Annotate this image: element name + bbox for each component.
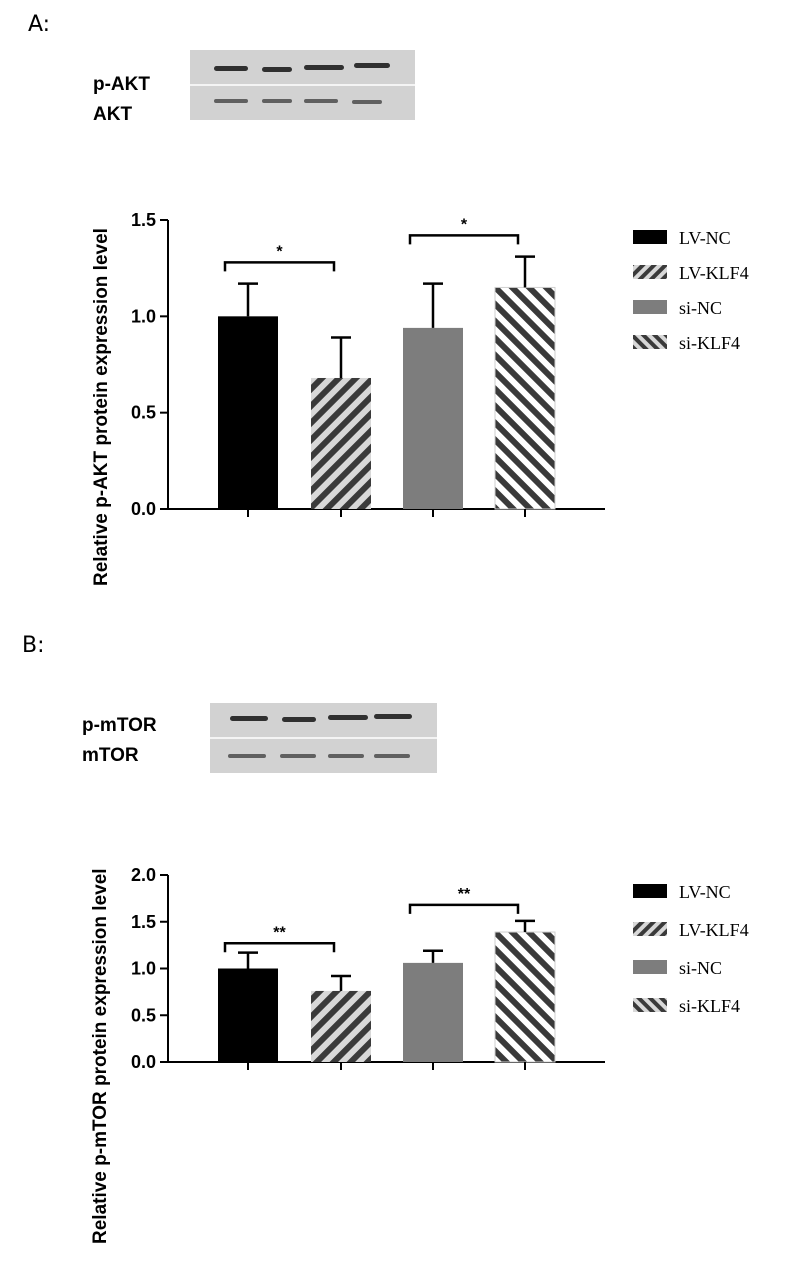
band bbox=[280, 754, 316, 758]
bar bbox=[494, 286, 556, 510]
band bbox=[374, 754, 410, 758]
y-tick-label: 1.5 bbox=[131, 912, 156, 932]
y-tick-label: 0.5 bbox=[131, 1005, 156, 1025]
band bbox=[354, 63, 390, 68]
bar bbox=[218, 316, 278, 509]
legend-swatch bbox=[633, 265, 667, 279]
y-tick-label: 0.0 bbox=[131, 1052, 156, 1072]
y-tick-label: 0.0 bbox=[131, 499, 156, 519]
band bbox=[262, 99, 292, 103]
band bbox=[214, 66, 248, 71]
y-tick-label: 0.5 bbox=[131, 403, 156, 423]
legend-swatch bbox=[633, 998, 667, 1012]
significance-label: ** bbox=[458, 886, 471, 903]
western-blot-a bbox=[190, 50, 415, 120]
band bbox=[304, 65, 344, 70]
legend-swatch bbox=[633, 335, 667, 349]
bar-chart-a: 0.0 0.5 1.0 1.5 * * LV-NC LV-KLF4 si-NC si-KLF4 bbox=[131, 210, 749, 519]
significance-label: * bbox=[461, 216, 468, 233]
bar bbox=[311, 377, 371, 509]
legend-label: si-NC bbox=[679, 298, 722, 318]
blot-separator bbox=[210, 737, 437, 739]
panel-a-label: A: bbox=[28, 12, 51, 37]
blot-label-p-akt: p-AKT bbox=[93, 74, 150, 95]
significance-bracket bbox=[408, 234, 520, 245]
bar bbox=[494, 931, 556, 1063]
legend-label: LV-KLF4 bbox=[679, 920, 749, 940]
legend-swatch bbox=[633, 884, 667, 898]
blot-label-mtor: mTOR bbox=[82, 745, 139, 766]
legend-label: LV-KLF4 bbox=[679, 263, 749, 283]
significance-label: ** bbox=[273, 924, 286, 941]
band bbox=[282, 717, 316, 722]
band bbox=[352, 100, 382, 104]
blot-separator bbox=[190, 84, 415, 86]
legend-swatch bbox=[633, 960, 667, 974]
significance-label: * bbox=[276, 243, 283, 260]
band bbox=[304, 99, 338, 103]
y-tick-label: 1.0 bbox=[131, 306, 156, 326]
y-tick-label: 1.5 bbox=[131, 210, 156, 230]
legend-label: si-NC bbox=[679, 958, 722, 978]
band bbox=[214, 99, 248, 103]
significance-bracket bbox=[223, 261, 336, 272]
band bbox=[230, 716, 268, 721]
western-blot-b bbox=[210, 703, 437, 773]
band bbox=[328, 754, 364, 758]
band bbox=[374, 714, 412, 719]
legend-swatch bbox=[633, 922, 667, 936]
y-tick-label: 2.0 bbox=[131, 865, 156, 885]
legend-label: si-KLF4 bbox=[679, 333, 740, 353]
legend-label: LV-NC bbox=[679, 228, 731, 248]
bar-chart-b: 0.0 0.5 1.0 1.5 2.0 ** ** LV-NC LV-KLF4 si-NC si-K… bbox=[131, 865, 749, 1072]
band bbox=[328, 715, 368, 720]
bar bbox=[311, 990, 371, 1062]
legend-swatch bbox=[633, 300, 667, 314]
blot-label-akt: AKT bbox=[93, 104, 133, 125]
band bbox=[228, 754, 266, 758]
legend-swatch bbox=[633, 230, 667, 244]
significance-bracket bbox=[223, 942, 336, 953]
band bbox=[262, 67, 292, 72]
bar bbox=[218, 968, 278, 1062]
blot-label-p-mtor: p-mTOR bbox=[82, 715, 157, 736]
legend-label: si-KLF4 bbox=[679, 996, 740, 1016]
y-tick-label: 1.0 bbox=[131, 959, 156, 979]
bar bbox=[403, 962, 463, 1062]
significance-bracket bbox=[408, 903, 520, 914]
legend-label: LV-NC bbox=[679, 882, 731, 902]
panel-b-label: B: bbox=[22, 633, 45, 658]
bar bbox=[403, 327, 463, 509]
